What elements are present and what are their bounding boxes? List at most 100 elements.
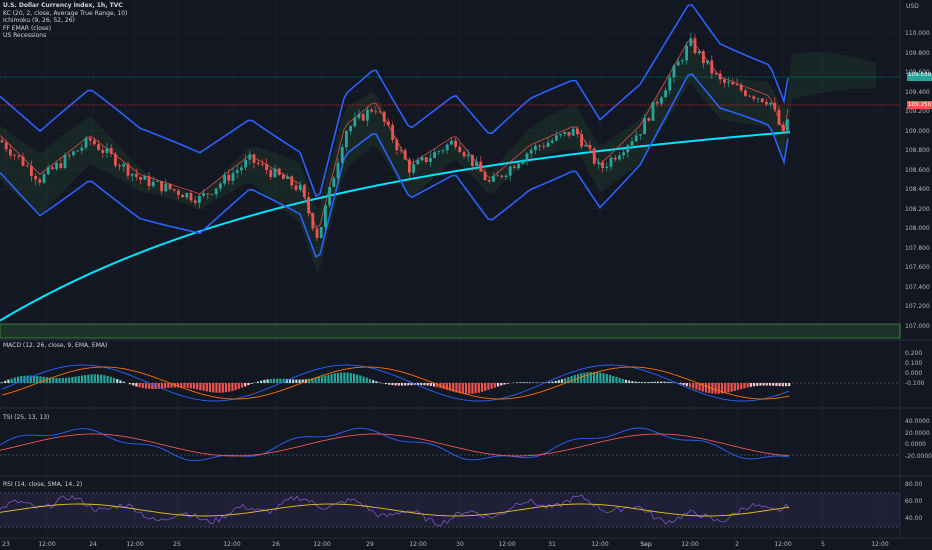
candle-body — [361, 113, 365, 121]
macd-bar — [768, 383, 772, 386]
candle-body — [156, 181, 159, 182]
candle-body — [769, 102, 772, 105]
legend-ichimoku[interactable]: Ichimoku (9, 26, 52, 26) — [3, 17, 75, 25]
last-price: 109.530 — [908, 72, 932, 78]
macd-bar — [4, 380, 7, 383]
candle-body — [676, 61, 680, 66]
macd-bar — [378, 382, 381, 383]
time-tick: 26 — [272, 541, 280, 548]
macd-bar — [176, 383, 180, 388]
candle-body — [248, 154, 252, 160]
macd-bar — [650, 381, 653, 383]
candle-body — [193, 200, 197, 203]
candle-body — [529, 149, 533, 154]
candle-body — [282, 174, 285, 179]
macd-bar — [215, 383, 218, 393]
macd-bar — [644, 382, 647, 383]
macd-bar — [266, 379, 269, 383]
macd-bar — [346, 372, 349, 383]
legend-recessions[interactable]: US Recessions — [3, 32, 47, 40]
candle-body — [773, 102, 777, 110]
rsi-title[interactable]: RSI (14, close, SMA, 14, 2) — [3, 481, 83, 488]
candle-body — [172, 189, 176, 191]
candle-body — [80, 147, 84, 151]
candle-body — [21, 156, 25, 166]
legend-ema[interactable]: FF EMAR (close) — [3, 24, 52, 32]
candle-body — [513, 166, 516, 169]
time-tick: 12:00 — [126, 541, 144, 548]
macd-bar — [695, 383, 698, 390]
candle-body — [718, 73, 722, 80]
macd-bar — [157, 383, 160, 389]
time-tick: 30 — [456, 541, 464, 548]
pane-tick: 40.0000 — [905, 418, 930, 425]
candle-body — [345, 131, 348, 148]
macd-bar — [298, 379, 301, 383]
macd-bar — [240, 383, 244, 388]
macd-title[interactable]: MACD (12, 26, close, 9, EMA, EMA) — [3, 342, 108, 349]
candle-body — [93, 140, 96, 145]
candle-body — [475, 161, 478, 166]
macd-bar — [493, 383, 496, 388]
macd-bar — [276, 378, 279, 383]
candle-body — [559, 134, 562, 136]
macd-bar — [624, 379, 628, 383]
tsi-title[interactable]: TSI (25, 13, 13) — [3, 414, 50, 421]
macd-bar — [295, 379, 298, 383]
price-tick: 107.800 — [905, 244, 930, 252]
candle-body — [479, 161, 483, 172]
candle-body — [328, 186, 331, 206]
time-tick: 12:00 — [409, 541, 427, 548]
price-pane[interactable] — [0, 4, 901, 339]
candle-body — [538, 145, 541, 147]
candle-body — [601, 162, 604, 168]
macd-bar — [52, 377, 55, 383]
macd-bar — [196, 383, 199, 390]
candle-body — [311, 213, 315, 229]
macd-bar — [192, 383, 196, 389]
macd-bar — [244, 383, 247, 387]
candle-body — [261, 163, 264, 165]
macd-bar — [311, 378, 314, 383]
macd-bar — [471, 383, 474, 394]
macd-bar — [778, 383, 781, 387]
price-tick: 109.200 — [905, 108, 930, 115]
candle-body — [420, 157, 424, 161]
symbol-title[interactable]: U.S. Dollar Currency Index, 1h, TVC — [3, 2, 123, 9]
time-tick: 12:00 — [591, 541, 609, 548]
macd-bar — [701, 383, 704, 392]
macd-bar — [756, 383, 759, 386]
macd-bar — [631, 381, 634, 383]
candle-body — [429, 158, 432, 162]
time-tick: 12:00 — [498, 541, 516, 548]
macd-bar — [400, 383, 404, 386]
macd-bar — [269, 378, 272, 383]
macd-bar — [343, 372, 346, 383]
candle-body — [437, 151, 441, 153]
time-tick: 5 — [821, 541, 825, 548]
candle-body — [731, 82, 735, 85]
macd-bar — [397, 383, 400, 386]
macd-bar — [333, 373, 336, 383]
candle-body — [424, 157, 428, 162]
macd-pane[interactable] — [0, 364, 900, 402]
price-tick: 108.200 — [905, 205, 930, 213]
macd-bar — [416, 383, 420, 386]
legend-kc[interactable]: KC (20, 2, close, Average True Range, 10… — [3, 9, 128, 17]
candle-body — [391, 124, 394, 140]
macd-bar — [87, 374, 90, 383]
macd-bar — [394, 383, 397, 386]
macd-bar — [231, 383, 234, 391]
candle-body — [235, 170, 239, 174]
candle-body — [613, 157, 617, 160]
macd-bar — [13, 377, 16, 383]
price-tick: 110.000 — [905, 30, 930, 37]
candle-body — [38, 179, 42, 183]
macd-bar — [442, 383, 445, 389]
tsi-pane[interactable] — [0, 427, 900, 462]
rsi-pane[interactable] — [0, 492, 900, 528]
macd-bar — [474, 383, 477, 394]
candle-body — [139, 176, 142, 180]
price-tick: 108.800 — [905, 147, 930, 154]
